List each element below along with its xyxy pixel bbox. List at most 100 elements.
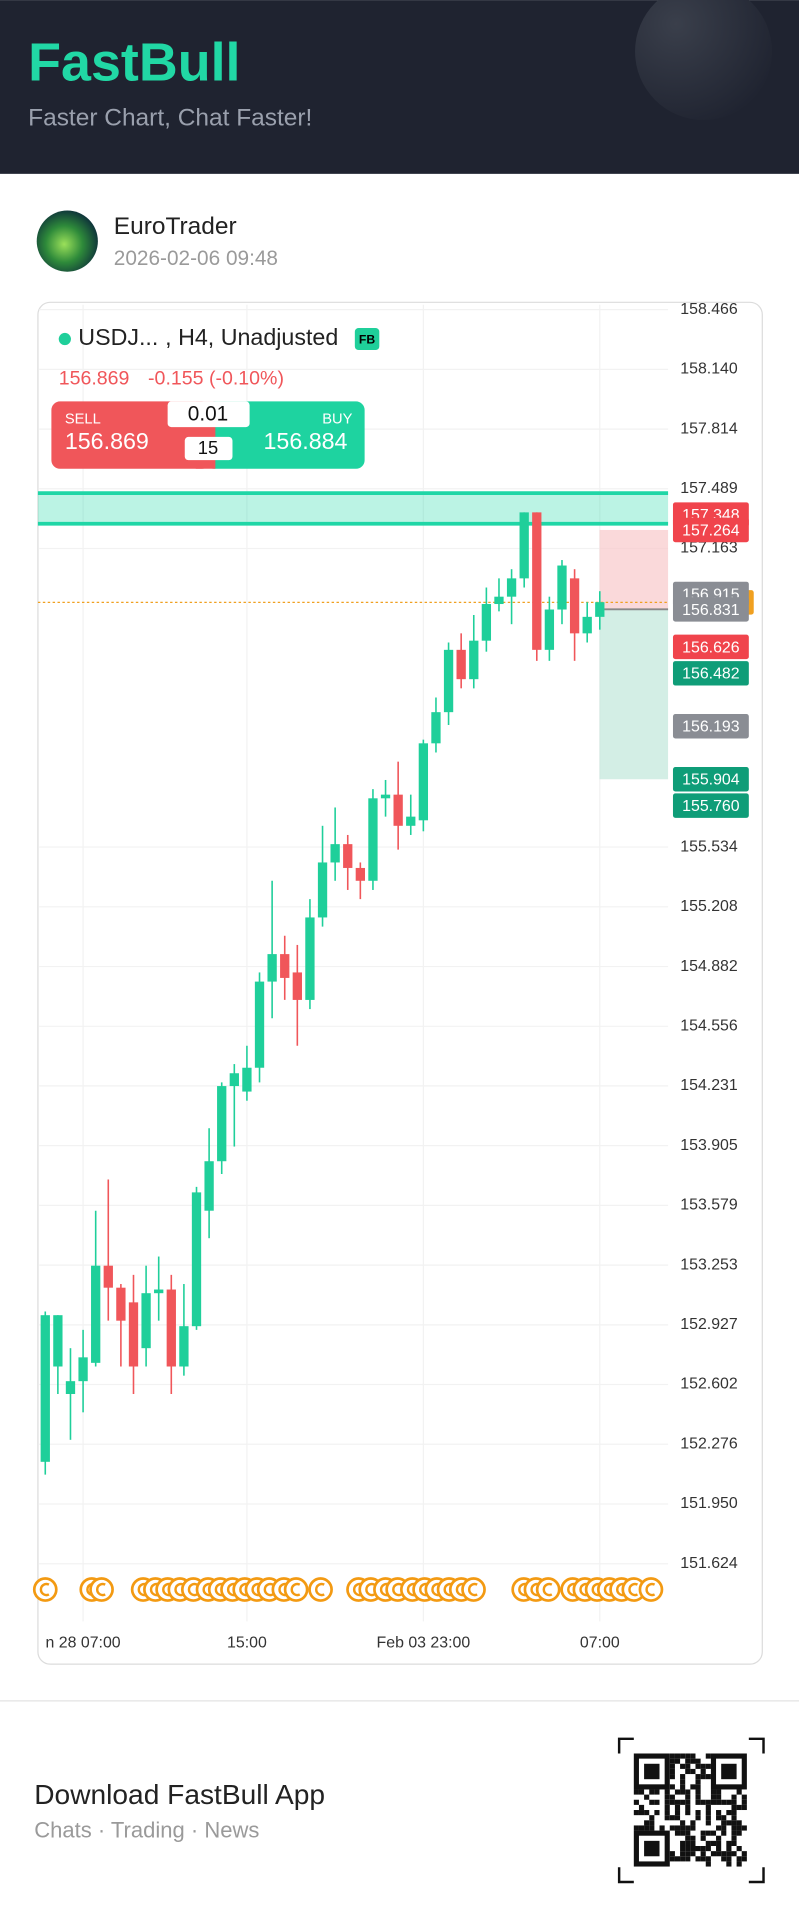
avatar[interactable] <box>36 210 98 272</box>
lot-box[interactable] <box>167 401 250 428</box>
price-badge <box>672 597 749 622</box>
qr-cell <box>705 1753 711 1759</box>
candle-body <box>191 1192 202 1327</box>
qr-cell <box>736 1820 742 1826</box>
qr-cell <box>638 1825 645 1831</box>
candle-body <box>166 1289 176 1367</box>
qr-cell <box>695 1799 701 1805</box>
y-tick-label: 158.466 <box>680 301 738 318</box>
qr-cell <box>721 1820 727 1826</box>
qr-cell <box>690 1825 696 1831</box>
qr-cell <box>710 1794 717 1800</box>
event-icon <box>535 1577 561 1602</box>
qr-cell <box>649 1799 655 1805</box>
qr-cell <box>710 1840 717 1846</box>
qr-cell <box>705 1804 711 1811</box>
candle-body <box>557 565 567 610</box>
price-badge <box>672 634 749 660</box>
candle-body <box>254 981 265 1068</box>
y-tick-label: 152.276 <box>680 1435 738 1452</box>
qr-cell <box>644 1825 650 1831</box>
qr-cell <box>731 1830 737 1836</box>
qr-cell <box>716 1799 722 1805</box>
qr-cell <box>690 1784 696 1790</box>
candle-body <box>469 640 479 680</box>
y-tick-label: 157.814 <box>680 420 738 437</box>
qr-cell <box>649 1815 655 1821</box>
price-badge-label: 157.264 <box>682 522 740 539</box>
qr-cell <box>680 1840 686 1846</box>
qr-cell <box>695 1810 701 1816</box>
qr-cell <box>638 1804 645 1811</box>
price-badge <box>672 793 749 818</box>
qr-cell <box>710 1830 717 1836</box>
candle-body <box>532 512 542 650</box>
candle-body <box>154 1289 164 1294</box>
qr-cell <box>680 1820 686 1826</box>
qr-cell <box>690 1835 696 1841</box>
qr-cell <box>705 1799 711 1805</box>
qr-cell <box>716 1815 722 1821</box>
qr-cell <box>716 1851 722 1857</box>
y-tick-label: 154.231 <box>680 1077 738 1094</box>
qr-cell <box>726 1856 732 1862</box>
candle-body <box>179 1326 189 1367</box>
y-tick-label: 155.208 <box>680 898 738 915</box>
candle-body <box>418 743 429 821</box>
qr-cell <box>710 1789 717 1795</box>
price-badge <box>672 714 749 739</box>
author[interactable]: EuroTrader <box>114 213 237 240</box>
candle-body <box>506 578 517 597</box>
candle-body <box>595 602 605 617</box>
fb-badge-text: FB <box>359 332 375 346</box>
event-icon-glyph <box>39 1582 50 1597</box>
candle-body <box>519 512 529 579</box>
qr-cell <box>669 1851 675 1857</box>
y-tick-label: 155.534 <box>680 838 738 855</box>
qr-cell <box>731 1851 737 1857</box>
event-icon-glyph <box>467 1582 478 1597</box>
candle-body <box>267 954 277 982</box>
qr-cell <box>638 1810 645 1816</box>
price-badge-label: 156.626 <box>682 639 740 656</box>
qr-cell <box>721 1851 727 1857</box>
qr-cell <box>680 1856 686 1862</box>
buy-price: 156.884 <box>263 428 347 454</box>
qr-cell <box>644 1820 650 1826</box>
y-tick-label: 153.905 <box>680 1137 738 1154</box>
chart-card <box>37 301 763 1665</box>
qr-cell <box>695 1774 701 1780</box>
qr-cell <box>726 1851 732 1857</box>
candle-body <box>141 1293 151 1349</box>
candle-body <box>494 596 504 605</box>
qr-cell <box>674 1815 681 1821</box>
qr-cell <box>700 1799 706 1805</box>
event-icon <box>638 1577 664 1602</box>
qr-cell <box>705 1861 711 1867</box>
qr-cell <box>685 1825 691 1831</box>
candle-body <box>343 844 353 868</box>
qr-cell <box>664 1789 670 1795</box>
event-icon-glyph <box>263 1582 274 1597</box>
qr-cell <box>695 1794 701 1800</box>
qr-cell <box>705 1810 711 1816</box>
qr-cell <box>669 1774 675 1780</box>
qr-finder-center <box>644 1840 660 1857</box>
footer-title[interactable]: Download FastBull App <box>34 1779 325 1810</box>
qr-cell <box>741 1825 747 1831</box>
qr-cell <box>731 1820 737 1826</box>
qr-cell <box>674 1825 681 1831</box>
x-tick-label: 15:00 <box>227 1635 267 1652</box>
price-badge-label: 156.831 <box>682 602 740 619</box>
qr-cell <box>674 1830 681 1836</box>
qr-cell <box>685 1794 691 1800</box>
symbol[interactable]: USDJ... <box>78 324 158 350</box>
qr-cell <box>664 1815 670 1821</box>
candle-body <box>582 616 592 634</box>
qr-cell <box>741 1799 747 1805</box>
qr-cell <box>695 1763 701 1769</box>
post-time: 2026-02-06 09:48 <box>114 247 278 270</box>
qr-cell <box>721 1799 727 1805</box>
qr-cell <box>736 1845 742 1852</box>
qr-cell <box>638 1789 645 1795</box>
